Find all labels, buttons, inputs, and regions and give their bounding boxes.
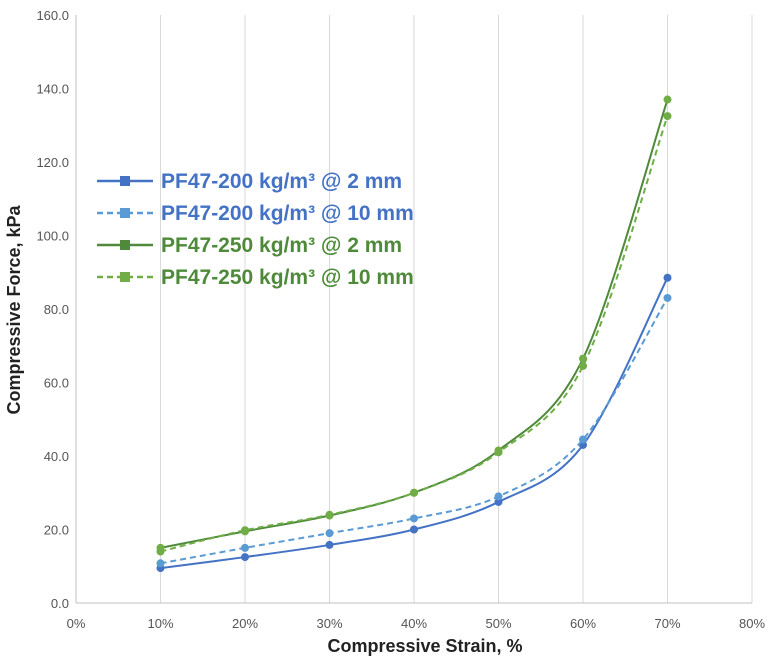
legend-label-4: PF47-250 kg/m³ @ 10 mm <box>161 266 414 289</box>
grid-layer <box>75 15 753 603</box>
y-tick-label: 160.0 <box>36 8 69 23</box>
data-point <box>579 361 587 370</box>
y-tick-label: 0.0 <box>51 596 69 611</box>
series-layer <box>156 95 672 573</box>
legend-label-3: PF47-250 kg/m³ @ 2 mm <box>161 234 402 257</box>
data-point <box>579 435 587 444</box>
data-point <box>410 525 418 534</box>
y-tick-label: 80.0 <box>44 302 69 317</box>
y-tick-label: 40.0 <box>44 449 69 464</box>
legend-label-1: PF47-200 kg/m³ @ 2 mm <box>161 170 402 193</box>
x-axis-title: Compressive Strain, % <box>327 636 522 656</box>
data-point <box>494 492 503 501</box>
data-point <box>241 543 249 552</box>
data-point <box>494 497 503 506</box>
x-tick-label: 80% <box>739 616 765 631</box>
x-tick-label: 70% <box>654 616 680 631</box>
y-tick-label: 100.0 <box>36 229 69 244</box>
legend: PF47-200 kg/m³ @ 2 mm PF47-200 kg/m³ @ 10… <box>97 170 414 289</box>
data-point <box>325 540 334 549</box>
x-tick-label: 10% <box>147 616 173 631</box>
x-tick-label: 40% <box>401 616 427 631</box>
y-tick-label: 20.0 <box>44 523 69 538</box>
series-line-4 <box>160 115 669 553</box>
legend-marker-4 <box>120 272 130 282</box>
y-tick-label: 140.0 <box>36 82 69 97</box>
y-tick-label: 60.0 <box>44 376 69 391</box>
data-point <box>663 293 672 302</box>
data-point <box>156 547 165 556</box>
data-point <box>156 559 165 568</box>
data-point <box>663 95 672 104</box>
data-point <box>663 273 672 282</box>
data-point <box>410 488 418 497</box>
x-tick-label: 30% <box>316 616 342 631</box>
data-point <box>494 448 503 457</box>
legend-marker-3 <box>120 240 130 250</box>
data-point <box>241 526 249 535</box>
data-point <box>663 112 672 121</box>
y-axis-title: Compressive Force, kPa <box>4 204 24 414</box>
data-point <box>325 529 334 538</box>
data-point <box>241 553 249 562</box>
y-tick-label: 120.0 <box>36 155 69 170</box>
x-tick-label: 0% <box>67 616 86 631</box>
x-tick-label: 60% <box>570 616 596 631</box>
x-tick-label: 50% <box>485 616 511 631</box>
x-tick-label: 20% <box>232 616 258 631</box>
legend-label-2: PF47-200 kg/m³ @ 10 mm <box>161 202 414 225</box>
data-point <box>325 510 334 519</box>
legend-marker-2 <box>120 208 130 218</box>
axis-layer: 0% 10% 20% 30% 40% 50% 60% 70% 80% 0.0 20.0 40.0 60.… <box>36 8 765 631</box>
legend-marker-1 <box>120 176 130 186</box>
data-point <box>410 514 418 523</box>
